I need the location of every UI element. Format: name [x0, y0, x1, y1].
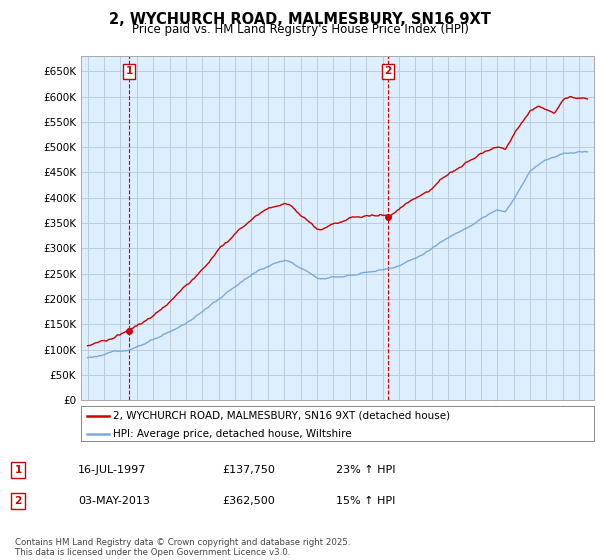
Text: Contains HM Land Registry data © Crown copyright and database right 2025.
This d: Contains HM Land Registry data © Crown c…: [15, 538, 350, 557]
Text: 15% ↑ HPI: 15% ↑ HPI: [336, 496, 395, 506]
Text: 2, WYCHURCH ROAD, MALMESBURY, SN16 9XT: 2, WYCHURCH ROAD, MALMESBURY, SN16 9XT: [109, 12, 491, 27]
Text: HPI: Average price, detached house, Wiltshire: HPI: Average price, detached house, Wilt…: [113, 428, 352, 438]
Text: 23% ↑ HPI: 23% ↑ HPI: [336, 465, 395, 475]
Text: £137,750: £137,750: [222, 465, 275, 475]
Text: 2: 2: [14, 496, 22, 506]
Text: 03-MAY-2013: 03-MAY-2013: [78, 496, 150, 506]
Text: £362,500: £362,500: [222, 496, 275, 506]
Text: 2: 2: [385, 67, 392, 77]
Text: Price paid vs. HM Land Registry's House Price Index (HPI): Price paid vs. HM Land Registry's House …: [131, 22, 469, 36]
Text: 1: 1: [14, 465, 22, 475]
Text: 16-JUL-1997: 16-JUL-1997: [78, 465, 146, 475]
Text: 1: 1: [125, 67, 133, 77]
Text: 2, WYCHURCH ROAD, MALMESBURY, SN16 9XT (detached house): 2, WYCHURCH ROAD, MALMESBURY, SN16 9XT (…: [113, 410, 450, 421]
